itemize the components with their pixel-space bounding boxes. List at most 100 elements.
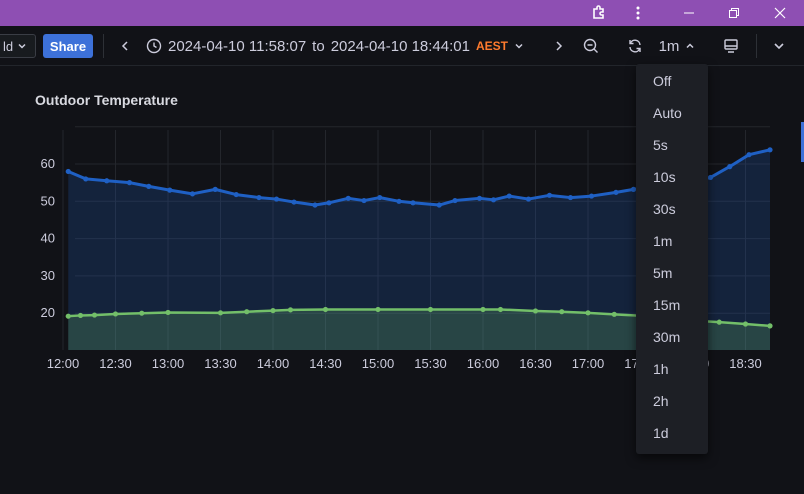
x-tick-label: 15:30 — [414, 356, 447, 371]
data-point — [322, 306, 329, 313]
data-point — [312, 202, 318, 208]
refresh-option-30s[interactable]: 30s — [653, 201, 676, 217]
dashboard-toolbar: ld Share 2024-04-10 11:58:07 to 2024-04-… — [0, 26, 804, 66]
clock-icon — [146, 38, 162, 54]
data-point — [270, 307, 276, 314]
x-tick-label: 16:30 — [519, 356, 552, 371]
refresh-option-10s[interactable]: 10s — [653, 169, 676, 185]
data-point — [104, 178, 110, 184]
time-from: 2024-04-10 11:58:07 — [168, 37, 307, 55]
refresh-interval-value: 1m — [658, 37, 680, 55]
data-point — [611, 311, 617, 317]
chevron-left-icon — [121, 41, 128, 51]
data-point — [377, 194, 383, 201]
x-tick-label: 13:00 — [152, 356, 185, 371]
refresh-option-30m[interactable]: 30m — [653, 329, 681, 345]
data-point — [742, 321, 749, 327]
scrollbar-indicator[interactable] — [801, 122, 804, 162]
time-forward-button[interactable] — [550, 34, 568, 58]
x-tick-label: 14:30 — [309, 356, 342, 371]
data-point — [112, 311, 119, 317]
chevron-down-icon — [515, 43, 523, 49]
data-point — [345, 195, 351, 201]
series-blue-area — [68, 149, 770, 350]
data-point — [559, 309, 565, 315]
data-point — [291, 199, 297, 205]
data-point — [525, 196, 532, 202]
data-point — [532, 308, 539, 314]
y-tick-label: 30 — [41, 268, 55, 283]
refresh-interval-picker[interactable]: 1m — [654, 34, 700, 58]
more-vertical-icon[interactable] — [615, 0, 661, 26]
monitor-icon — [724, 39, 738, 53]
refresh-option-1m[interactable]: 1m — [653, 233, 673, 249]
data-point — [707, 174, 714, 181]
panel-title: Outdoor Temperature — [35, 92, 178, 108]
data-point — [273, 196, 280, 202]
add-dropdown-button[interactable]: ld — [0, 34, 36, 58]
refresh-icon — [629, 39, 641, 53]
data-point — [217, 310, 224, 316]
data-point — [165, 309, 171, 316]
data-point — [588, 193, 595, 199]
refresh-option-2h[interactable]: 2h — [653, 393, 669, 409]
time-to-word: to — [312, 37, 325, 55]
time-back-button[interactable] — [116, 34, 134, 58]
data-point — [410, 200, 416, 206]
refresh-option-5s[interactable]: 5s — [653, 137, 668, 153]
x-tick-label: 15:00 — [362, 356, 395, 371]
data-point — [727, 164, 733, 170]
refresh-option-off[interactable]: Off — [653, 73, 672, 89]
x-tick-label: 12:00 — [47, 356, 80, 371]
series-green-area — [68, 309, 770, 350]
time-to: 2024-04-10 18:44:01 — [330, 37, 470, 55]
restore-icon[interactable] — [711, 0, 757, 26]
chevron-down-icon — [18, 43, 26, 49]
y-tick-label: 50 — [41, 193, 55, 208]
time-range-picker[interactable]: 2024-04-10 11:58:07 to 2024-04-10 18:44:… — [146, 34, 524, 58]
collapse-toolbar-button[interactable] — [768, 34, 790, 58]
refresh-option-15m[interactable]: 15m — [653, 297, 681, 313]
refresh-option-5m[interactable]: 5m — [653, 265, 673, 281]
data-point — [476, 195, 483, 201]
tv-mode-button[interactable] — [720, 34, 742, 58]
data-point — [91, 312, 98, 318]
refresh-option-1d[interactable]: 1d — [653, 425, 669, 441]
data-point — [506, 193, 512, 199]
data-point — [361, 197, 367, 204]
data-point — [139, 310, 145, 316]
minimize-icon[interactable] — [666, 0, 712, 26]
data-point — [65, 313, 71, 319]
y-tick-label: 20 — [41, 305, 55, 320]
share-button[interactable]: Share — [43, 34, 93, 58]
close-icon[interactable] — [757, 0, 803, 26]
refresh-option-1h[interactable]: 1h — [653, 361, 669, 377]
zoom-out-button[interactable] — [580, 34, 602, 58]
data-point — [613, 189, 619, 195]
x-tick-label: 13:30 — [204, 356, 237, 371]
data-point — [65, 168, 71, 175]
zoom-out-icon — [583, 38, 598, 53]
data-point — [497, 306, 504, 313]
data-point — [746, 152, 752, 158]
data-point — [716, 319, 722, 325]
data-point — [767, 147, 773, 153]
data-point — [436, 202, 442, 208]
data-point — [233, 191, 239, 198]
data-point — [126, 180, 133, 186]
data-point — [427, 306, 434, 313]
divider — [756, 34, 757, 58]
data-point — [630, 186, 637, 192]
add-button-label: ld — [3, 38, 14, 54]
chevron-right-icon — [556, 41, 563, 51]
data-point — [546, 192, 553, 198]
data-point — [256, 194, 262, 201]
extension-icon[interactable] — [576, 0, 622, 26]
data-point — [83, 176, 89, 182]
y-tick-label: 40 — [41, 231, 55, 246]
refresh-button[interactable] — [624, 34, 646, 58]
timezone-badge: AEST — [475, 39, 508, 53]
refresh-option-auto[interactable]: Auto — [653, 105, 682, 121]
data-point — [567, 194, 574, 201]
data-point — [585, 310, 591, 316]
